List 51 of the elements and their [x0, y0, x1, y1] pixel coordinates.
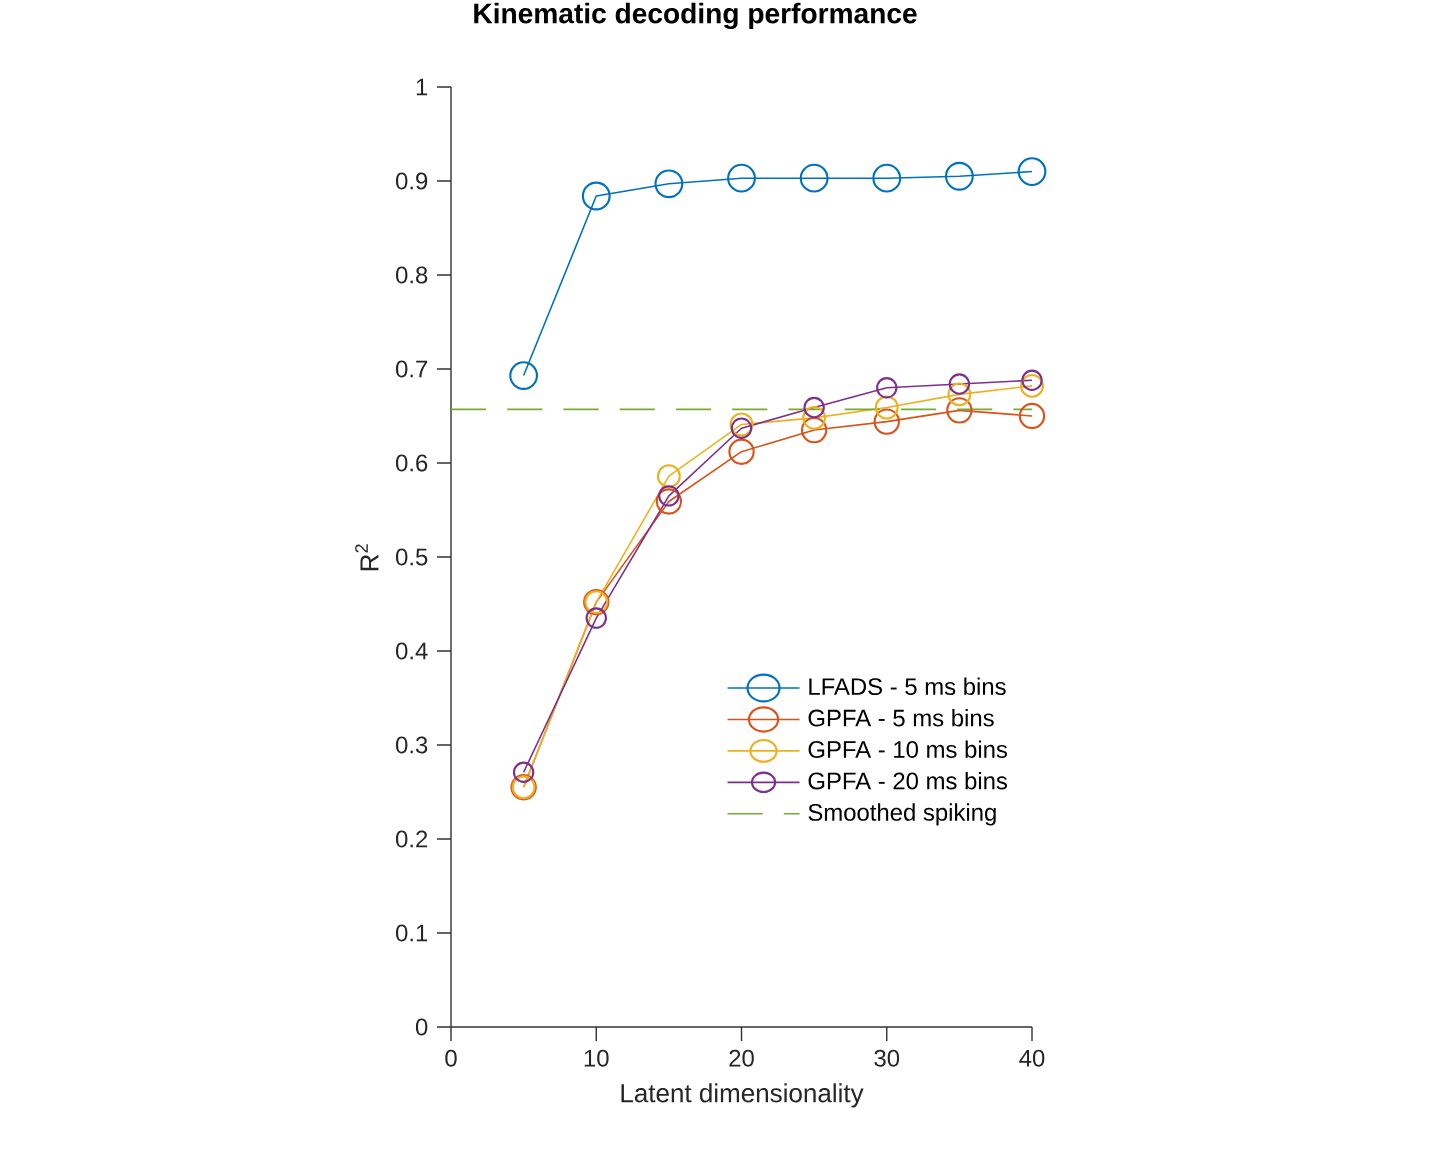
x-tick-label: 40 [1019, 1049, 1045, 1067]
x-tick-label: 20 [729, 1049, 754, 1067]
point [876, 377, 898, 399]
legend-label: GPFA - 5 ms bins [808, 709, 994, 727]
point [1017, 157, 1047, 187]
x-tick-label: 0 [445, 1049, 457, 1067]
y-tick-label: 0 [415, 1018, 428, 1036]
point [581, 181, 611, 211]
point [729, 412, 754, 437]
y-tick-label: 0.3 [395, 736, 428, 754]
point [872, 163, 902, 193]
y-tick-label: 0.9 [395, 172, 428, 190]
point [585, 607, 607, 629]
point [1018, 402, 1046, 430]
point [728, 438, 755, 465]
y-tick-label: 0.8 [395, 266, 428, 284]
point [800, 416, 828, 444]
point [509, 361, 539, 390]
point [948, 373, 971, 395]
point [947, 382, 972, 407]
y-tick-label: 0.5 [395, 548, 428, 566]
x-axis-title: Latent dimensionality [621, 1083, 864, 1108]
legend-label: GPFA - 10 ms bins [808, 740, 1008, 758]
point [654, 169, 684, 199]
y-axis-title: R$^{2}$ [355, 544, 379, 571]
point [512, 761, 535, 783]
legend-label: Smoothed spiking [808, 803, 996, 826]
point [799, 163, 829, 193]
point [873, 408, 900, 435]
y-tick-label: 0.1 [395, 924, 428, 942]
point [1021, 369, 1043, 391]
point [944, 161, 974, 191]
y-tick-label: 1 [416, 78, 428, 96]
legend-label: LFADS - 5 ms bins [809, 677, 1006, 696]
point [1020, 373, 1044, 398]
point [655, 488, 683, 515]
y-tick-label: 0.6 [395, 454, 428, 472]
y-tick-label: 0.2 [395, 830, 428, 848]
point [802, 405, 827, 430]
point [656, 464, 681, 489]
point [874, 395, 899, 420]
x-tick-label: 10 [584, 1049, 609, 1067]
point [727, 163, 756, 193]
chart-title: Kinematic decoding performance [474, 2, 917, 30]
y-tick-label: 0.7 [395, 360, 428, 378]
x-tick-label: 30 [874, 1049, 900, 1067]
y-tick-label: 0.4 [395, 642, 428, 660]
point [730, 417, 753, 439]
point [803, 396, 825, 419]
legend-label: GPFA - 20 ms bins [808, 771, 1008, 790]
point [946, 397, 973, 424]
